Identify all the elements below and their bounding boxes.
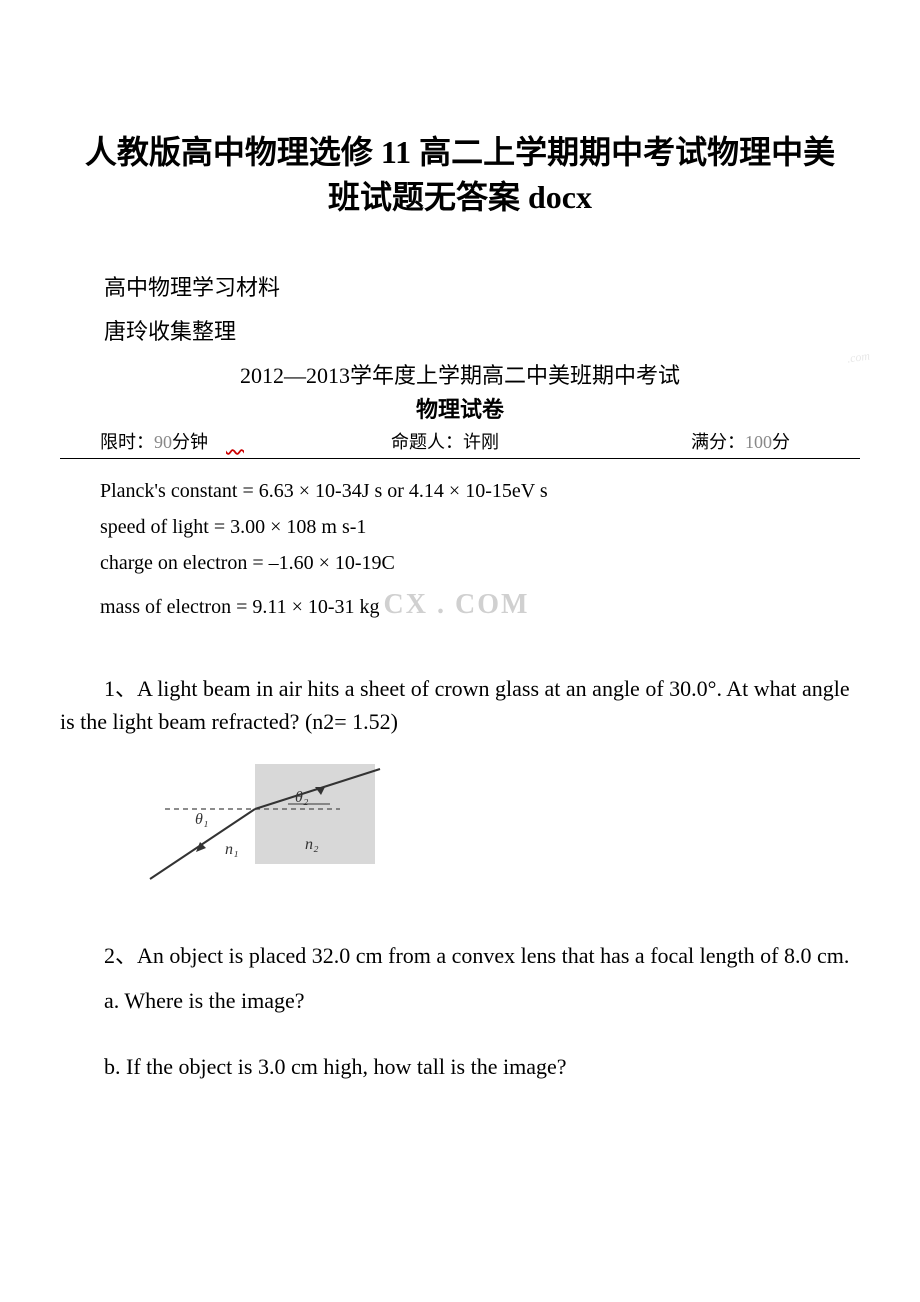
total-score: 满分：100分 [560, 428, 820, 454]
question-2: 2、An object is placed 32.0 cm from a con… [60, 939, 860, 972]
watermark-cx: CX . COM [384, 589, 530, 620]
question-1: 1、A light beam in air hits a sheet of cr… [60, 672, 860, 738]
question-2a: a. Where is the image? [60, 988, 860, 1014]
document-page: 人教版高中物理选修 11 高二上学期期中考试物理中美班试题无答案 docx 高中… [0, 0, 920, 1180]
exam-header: .com 2012—2013学年度上学期高二中美班期中考试 物理试卷 限时：90… [60, 358, 860, 459]
electron-mass-text: mass of electron = 9.11 × 10-31 kg [100, 596, 380, 618]
main-title: 人教版高中物理选修 11 高二上学期期中考试物理中美班试题无答案 docx [60, 130, 860, 220]
theta1-label: θ₁ [195, 811, 208, 828]
n1-label: n₁ [225, 841, 239, 858]
time-limit: 限时：90分钟 [100, 428, 330, 454]
theta2-label: θ₂ [295, 789, 309, 806]
exam-author: 命题人：许刚 [330, 428, 560, 454]
collected-by-label: 唐玲收集整理 [60, 314, 860, 346]
q1-prefix: 1、 [104, 676, 137, 701]
exam-info-row: 限时：90分钟 命题人：许刚 满分：100分 [60, 428, 860, 459]
q1-text: A light beam in air hits a sheet of crow… [60, 676, 850, 734]
question-2b: b. If the object is 3.0 cm high, how tal… [60, 1054, 860, 1080]
refraction-diagram: θ₁ θ₂ n₁ n₂ [140, 754, 860, 889]
planck-constant: Planck's constant = 6.63 × 10-34J s or 4… [60, 477, 860, 505]
constants-block: Planck's constant = 6.63 × 10-34J s or 4… [60, 477, 860, 632]
electron-charge: charge on electron = –1.60 × 10-19C [60, 549, 860, 577]
q2-prefix: 2、 [104, 943, 137, 968]
study-material-label: 高中物理学习材料 [60, 270, 860, 302]
exam-title-line2: 物理试卷 [60, 392, 860, 424]
exam-title-line1: 2012—2013学年度上学期高二中美班期中考试 [60, 358, 860, 390]
refraction-svg: θ₁ θ₂ n₁ n₂ [140, 754, 390, 884]
electron-mass: mass of electron = 9.11 × 10-31 kgCX . C… [60, 585, 529, 624]
n2-label: n₂ [305, 836, 319, 853]
q2-text: An object is placed 32.0 cm from a conve… [137, 943, 849, 968]
speed-of-light: speed of light = 3.00 × 108 m s-1 [60, 513, 860, 541]
